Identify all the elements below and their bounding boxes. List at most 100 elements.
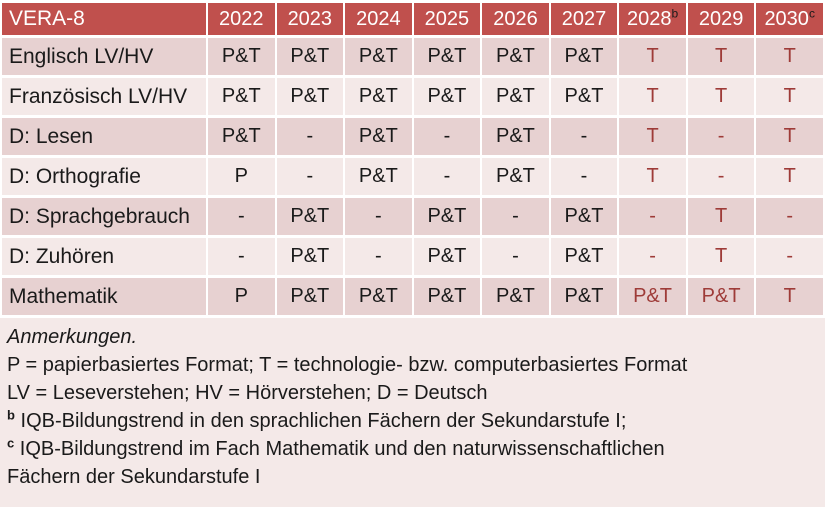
format-cell: T bbox=[619, 78, 686, 115]
notes-heading: Anmerkungen. bbox=[7, 326, 138, 348]
table-header-row: VERA-8 2022 2023 2024 2025 2026 2027 2028b 2029… bbox=[2, 3, 823, 35]
format-cell: - bbox=[482, 198, 549, 235]
row-label: Französisch LV/HV bbox=[2, 78, 206, 115]
note-text: IQB-Bildungstrend in den sprachlichen Fä… bbox=[20, 410, 627, 432]
note-text: P = papierbasiertes Format; T = technolo… bbox=[7, 354, 688, 376]
format-cell: T bbox=[619, 118, 686, 155]
table-row: D: Orthografie P - P&T - P&T - T - T bbox=[2, 158, 823, 195]
notes-section: Anmerkungen. P = papierbasiertes Format;… bbox=[0, 318, 825, 507]
format-cell: - bbox=[550, 118, 618, 155]
note-line: c IQB-Bildungstrend im Fach Mathematik u… bbox=[7, 435, 737, 491]
format-cell: P&T bbox=[276, 78, 344, 115]
format-cell: P&T bbox=[345, 38, 412, 75]
format-cell: P&T bbox=[413, 238, 481, 275]
year-header-2025: 2025 bbox=[413, 3, 481, 35]
note-line: b IQB-Bildungstrend in den sprachlichen … bbox=[7, 407, 737, 435]
format-cell: P&T bbox=[413, 278, 481, 315]
year-label: 2028 bbox=[626, 7, 672, 30]
note-line: P = papierbasiertes Format; T = technolo… bbox=[7, 351, 737, 379]
format-cell: P&T bbox=[482, 158, 549, 195]
table-row: Französisch LV/HV P&T P&T P&T P&T P&T P&T T T T bbox=[2, 78, 823, 115]
format-cell: T bbox=[756, 38, 823, 75]
format-cell: - bbox=[756, 198, 823, 235]
format-cell: - bbox=[276, 118, 344, 155]
table-title: VERA-8 bbox=[2, 3, 206, 35]
format-cell: P bbox=[208, 278, 275, 315]
table-body: Englisch LV/HV P&T P&T P&T P&T P&T P&T T T T Franz… bbox=[2, 38, 823, 315]
year-label: 2027 bbox=[561, 7, 607, 30]
format-cell: P&T bbox=[276, 38, 344, 75]
format-cell: - bbox=[756, 238, 823, 275]
format-cell: - bbox=[619, 238, 686, 275]
year-header-2026: 2026 bbox=[482, 3, 549, 35]
format-cell: P&T bbox=[482, 278, 549, 315]
format-cell: T bbox=[756, 118, 823, 155]
format-cell: P&T bbox=[208, 118, 275, 155]
year-header-2030: 2030c bbox=[756, 3, 823, 35]
footnote-marker: b bbox=[7, 407, 15, 423]
format-cell: P&T bbox=[345, 278, 412, 315]
format-cell: - bbox=[619, 198, 686, 235]
format-cell: P&T bbox=[482, 38, 549, 75]
format-cell: P&T bbox=[276, 278, 344, 315]
format-cell: P&T bbox=[550, 238, 618, 275]
format-cell: - bbox=[413, 118, 481, 155]
footnote-marker: c bbox=[808, 5, 815, 20]
note-line: LV = Leseverstehen; HV = Hörverstehen; D… bbox=[7, 379, 737, 407]
format-cell: P&T bbox=[345, 158, 412, 195]
footnote-marker: c bbox=[7, 435, 15, 451]
format-cell: T bbox=[619, 38, 686, 75]
format-cell: P&T bbox=[550, 278, 618, 315]
format-cell: - bbox=[550, 158, 618, 195]
format-cell: T bbox=[756, 78, 823, 115]
year-label: 2029 bbox=[698, 7, 744, 30]
format-cell: T bbox=[687, 238, 755, 275]
format-cell: T bbox=[687, 38, 755, 75]
format-cell: T bbox=[687, 78, 755, 115]
format-cell: - bbox=[687, 158, 755, 195]
vera8-schedule-table: VERA-8 2022 2023 2024 2025 2026 2027 2028b 2029… bbox=[2, 3, 823, 315]
format-cell: - bbox=[276, 158, 344, 195]
format-cell: - bbox=[345, 198, 412, 235]
format-cell: - bbox=[208, 198, 275, 235]
format-cell: P&T bbox=[413, 38, 481, 75]
note-text: IQB-Bildungstrend im Fach Mathematik und… bbox=[7, 438, 665, 488]
year-header-2024: 2024 bbox=[345, 3, 412, 35]
row-label: D: Lesen bbox=[2, 118, 206, 155]
format-cell: P&T bbox=[276, 238, 344, 275]
format-cell: T bbox=[756, 278, 823, 315]
year-header-2029: 2029 bbox=[687, 3, 755, 35]
format-cell: P&T bbox=[550, 38, 618, 75]
format-cell: - bbox=[687, 118, 755, 155]
format-cell: P&T bbox=[208, 78, 275, 115]
year-label: 2025 bbox=[424, 7, 470, 30]
row-label: D: Zuhören bbox=[2, 238, 206, 275]
year-label: 2022 bbox=[219, 7, 264, 30]
table-row: D: Sprachgebrauch - P&T - P&T - P&T - T - bbox=[2, 198, 823, 235]
table-row: Englisch LV/HV P&T P&T P&T P&T P&T P&T T T T bbox=[2, 38, 823, 75]
row-label: D: Orthografie bbox=[2, 158, 206, 195]
format-cell: P&T bbox=[208, 38, 275, 75]
table-row: Mathematik P P&T P&T P&T P&T P&T P&T P&T T bbox=[2, 278, 823, 315]
format-cell: - bbox=[345, 238, 412, 275]
note-text: LV = Leseverstehen; HV = Hörverstehen; D… bbox=[7, 382, 488, 404]
row-label: Mathematik bbox=[2, 278, 206, 315]
format-cell: - bbox=[482, 238, 549, 275]
format-cell: P&T bbox=[345, 78, 412, 115]
table-row: D: Zuhören - P&T - P&T - P&T - T - bbox=[2, 238, 823, 275]
format-cell: P&T bbox=[550, 198, 618, 235]
format-cell: P&T bbox=[687, 278, 755, 315]
format-cell: - bbox=[413, 158, 481, 195]
footnote-marker: b bbox=[671, 5, 679, 20]
year-label: 2026 bbox=[493, 7, 538, 30]
row-label: Englisch LV/HV bbox=[2, 38, 206, 75]
year-header-2028: 2028b bbox=[619, 3, 686, 35]
format-cell: P&T bbox=[345, 118, 412, 155]
row-label: D: Sprachgebrauch bbox=[2, 198, 206, 235]
format-cell: P&T bbox=[413, 198, 481, 235]
year-label: 2024 bbox=[356, 7, 401, 30]
format-cell: - bbox=[208, 238, 275, 275]
format-cell: P&T bbox=[276, 198, 344, 235]
format-cell: T bbox=[619, 158, 686, 195]
